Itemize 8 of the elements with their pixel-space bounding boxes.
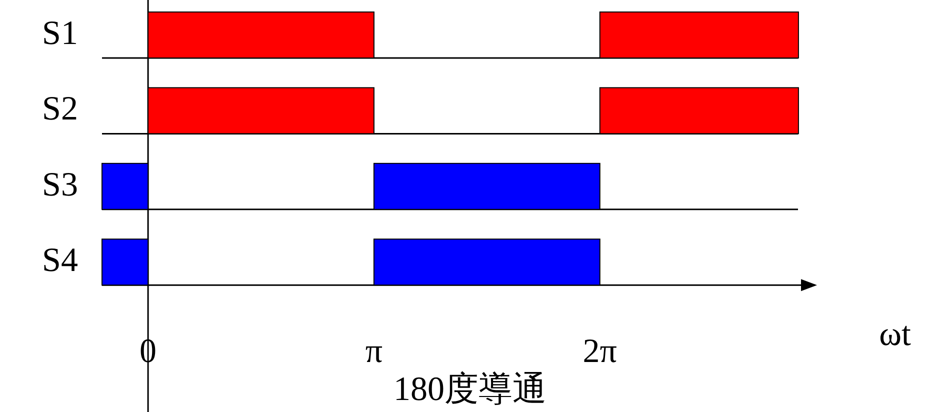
y-tick-label: S3 xyxy=(42,166,78,204)
text: 180度導通 xyxy=(394,371,546,408)
y-tick-label: S1 xyxy=(42,15,78,52)
y-tick-label: S4 xyxy=(42,242,78,280)
x-axis-title: ωt xyxy=(879,316,912,353)
x-tick-label: π xyxy=(365,333,383,370)
x-tick-label: 2π xyxy=(582,333,617,370)
y-tick-label: S2 xyxy=(42,90,78,128)
